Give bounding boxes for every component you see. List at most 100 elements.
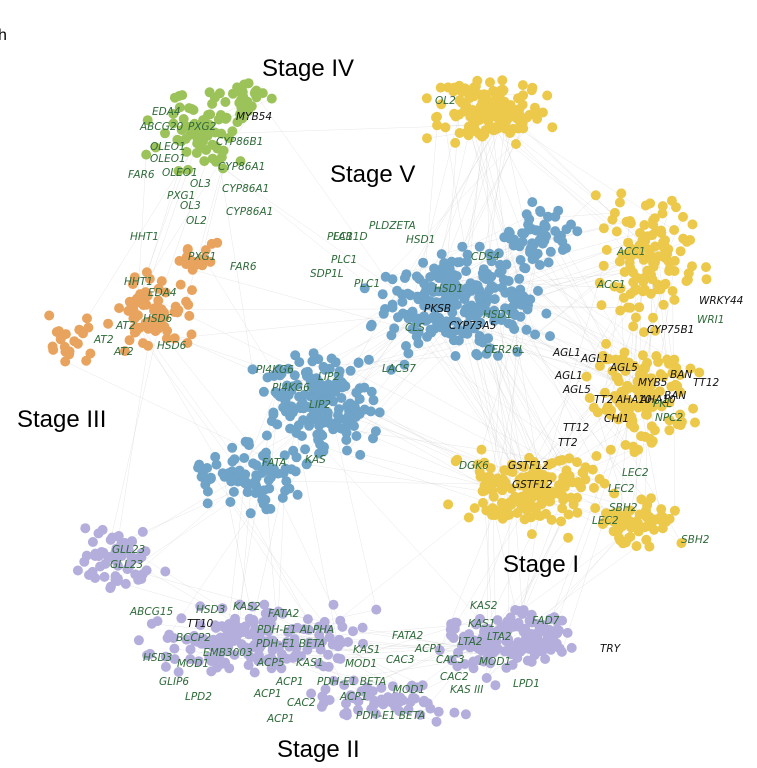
stage-i-node	[594, 277, 605, 288]
stage-v-node	[545, 331, 555, 342]
stage-iii-node	[72, 338, 83, 349]
stage-i-node	[512, 508, 523, 518]
stage-iii-node	[143, 340, 154, 351]
stage-i-node	[660, 235, 670, 246]
stage-ii-node	[323, 649, 334, 660]
stage-i-node	[639, 363, 650, 374]
stage-v-node	[245, 508, 256, 519]
stage-ii-node	[253, 650, 264, 661]
gene-label: KAS1	[296, 657, 323, 669]
stage-ii-node	[90, 551, 101, 561]
stage-i-node	[558, 494, 569, 505]
stage-v-node	[489, 294, 500, 305]
gene-label: HSD6	[143, 313, 173, 325]
stage-v-node	[326, 353, 337, 364]
gene-label: CDS4	[471, 251, 500, 263]
stage-iv-node	[212, 143, 223, 154]
stage-v-node	[291, 452, 302, 463]
stage-v-node	[312, 429, 323, 440]
stage-i-node	[675, 420, 686, 431]
stage-v-node	[275, 370, 285, 381]
stage-ii-node	[314, 630, 325, 640]
network-edge	[131, 480, 236, 543]
gene-label: KAS1	[468, 618, 495, 630]
stage-i-node	[614, 197, 625, 208]
network-edge	[480, 322, 623, 408]
stage-v-node	[312, 412, 323, 423]
stage-v-node	[450, 283, 461, 294]
gene-label: CAC2	[440, 671, 469, 683]
stage-i-node	[664, 415, 675, 426]
gene-label: CYP73A5	[449, 320, 497, 332]
stage-v-node	[355, 449, 366, 460]
gene-label: OL3	[190, 178, 211, 190]
stage-i-node	[608, 526, 619, 537]
stage-ii-node	[193, 656, 204, 667]
stage-ii-node	[281, 653, 292, 664]
network-nodes	[44, 75, 712, 727]
stage-iii-node	[47, 341, 58, 352]
gene-label: SBH2	[609, 502, 638, 514]
network-edge	[65, 361, 266, 458]
gene-label: LTA2	[458, 636, 483, 648]
network-edge	[497, 355, 582, 488]
stage-ii-node	[477, 640, 488, 651]
stage-i-node	[648, 252, 659, 263]
stage-ii-node	[341, 698, 351, 709]
stage-iv-node	[141, 149, 152, 160]
stage-i-node	[628, 277, 639, 288]
stage-ii-node	[362, 690, 373, 701]
stage-ii-label: Stage II	[277, 736, 360, 763]
gene-label: GLL23	[110, 559, 143, 571]
stage-ii-node	[263, 626, 274, 637]
stage-v-node	[377, 289, 388, 300]
stage-iv-node	[173, 166, 184, 176]
stage-i-node	[601, 244, 612, 255]
stage-i-node	[572, 507, 583, 518]
stage-iii-node	[206, 238, 217, 249]
stage-i-node	[606, 405, 617, 416]
gene-label: AGL1	[554, 370, 583, 382]
stage-i-node	[652, 284, 663, 295]
stage-i-node	[609, 488, 620, 499]
gene-label: PI4KG6	[272, 382, 310, 394]
stage-ii-node	[210, 620, 221, 631]
gene-label: LIP2	[309, 399, 331, 411]
stage-i-node	[470, 81, 481, 92]
gene-label: MOD1	[393, 684, 425, 696]
stage-i-node	[591, 451, 602, 461]
stage-i-node	[440, 122, 451, 133]
stage-iii-node	[156, 276, 167, 287]
stage-iii-node	[172, 307, 183, 318]
stage-ii-node	[397, 695, 408, 706]
stage-v-node	[481, 274, 492, 285]
stage-ii-node	[320, 695, 331, 706]
stage-ii-node	[513, 621, 524, 632]
stage-i-node	[659, 242, 669, 253]
stage-v-node	[436, 322, 447, 333]
stage-i-node	[619, 267, 630, 277]
network-edge	[86, 129, 205, 319]
stage-ii-node	[247, 601, 258, 612]
gene-label: BCCP2	[176, 632, 211, 644]
gene-label: KAS2	[233, 601, 261, 613]
stage-i-node	[634, 240, 645, 251]
stage-i-node	[598, 223, 609, 234]
gene-label: OL2	[186, 215, 207, 227]
stage-i-node	[620, 395, 631, 406]
stage-v-node	[229, 454, 240, 465]
stage-i-node	[633, 402, 644, 413]
gene-label: WRKY44	[699, 295, 743, 307]
gene-label: MOD1	[479, 656, 511, 668]
stage-i-node	[637, 273, 648, 284]
stage-ii-node	[504, 642, 515, 653]
stage-i-node	[513, 123, 524, 134]
stage-i-node	[432, 120, 443, 131]
gene-label: NPC2	[655, 412, 684, 424]
stage-i-node	[612, 372, 623, 383]
stage-i-node	[639, 220, 650, 230]
stage-i-node	[658, 299, 669, 310]
stage-i-node	[625, 302, 636, 313]
stage-v-node	[521, 209, 532, 220]
stage-v-node	[319, 364, 330, 375]
